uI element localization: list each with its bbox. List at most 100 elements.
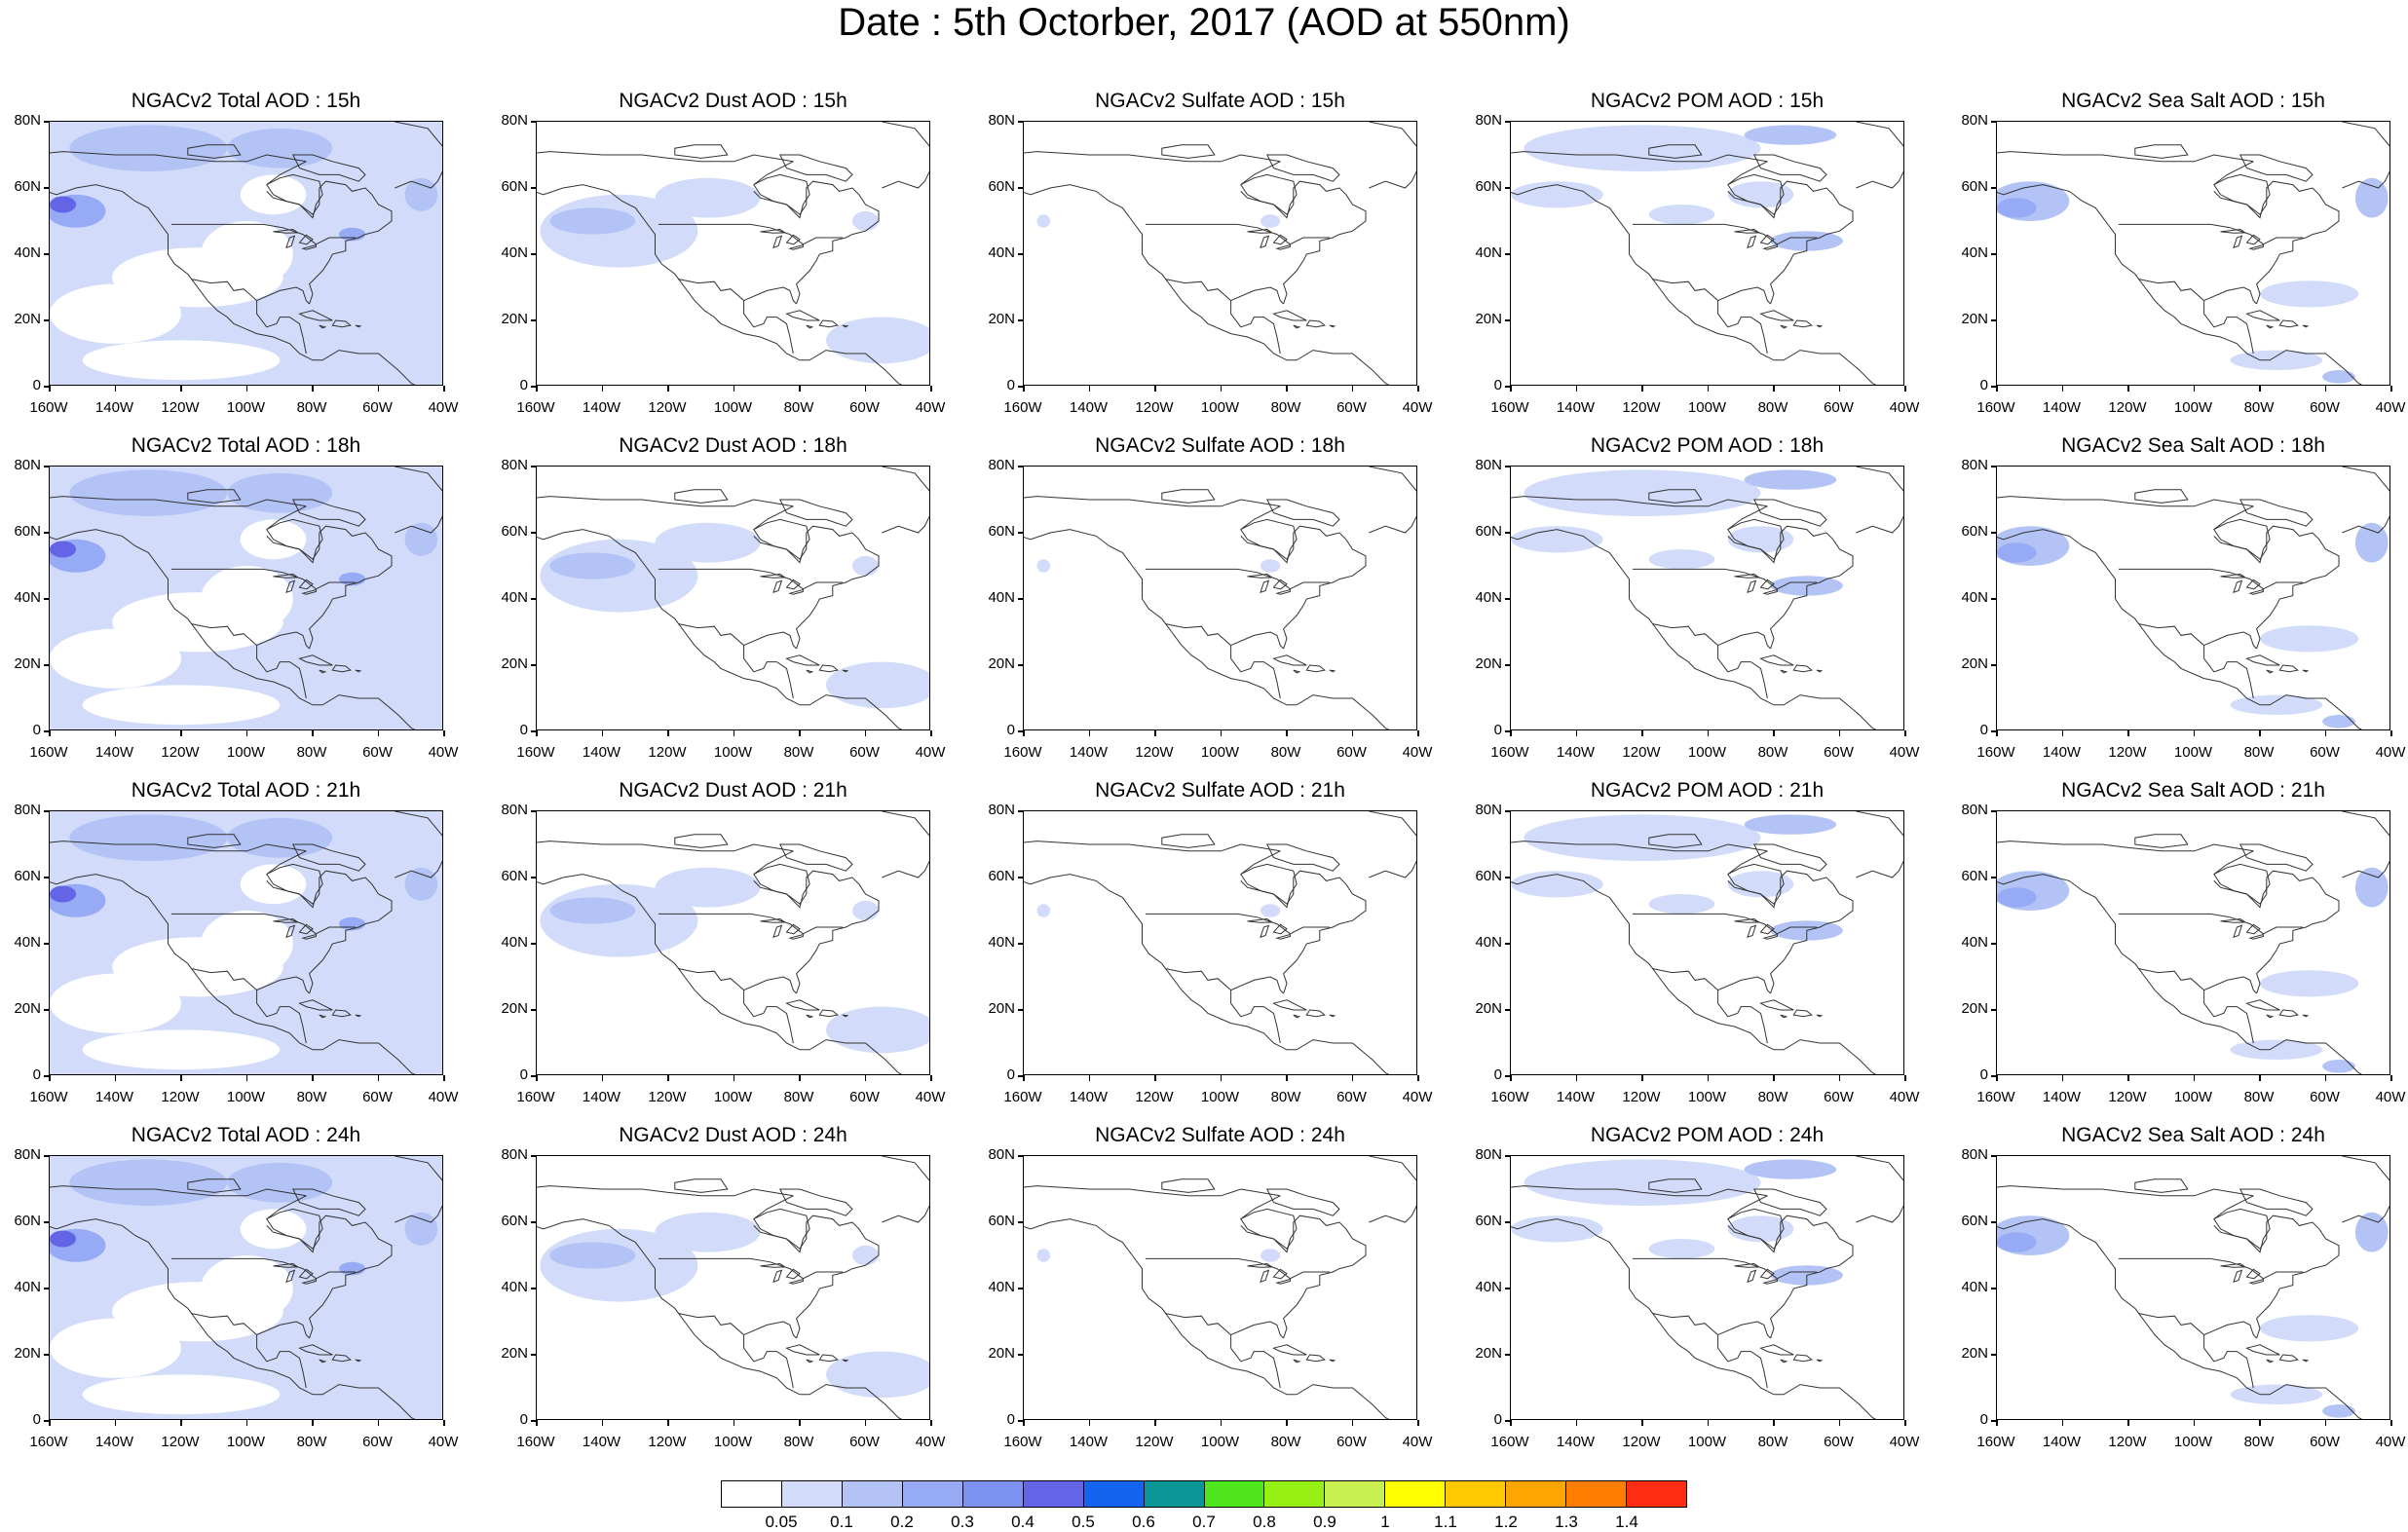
- x-tick-mark: [1838, 730, 1840, 736]
- x-tick-label: 140W: [582, 744, 621, 761]
- colorbar-label: 0.5: [1072, 1513, 1095, 1531]
- country-border: [191, 279, 257, 301]
- x-tick-label: 120W: [648, 744, 687, 761]
- coastline: [2213, 505, 2340, 650]
- y-tick-label: 80N: [1475, 802, 1502, 818]
- page-title: Date : 5th Octorber, 2017 (AOD at 550nm): [838, 1, 1570, 44]
- aod-map: [1997, 122, 2389, 385]
- coastline: [395, 122, 442, 189]
- x-tick-mark: [443, 1075, 445, 1081]
- y-tick-label: 60N: [501, 1213, 528, 1229]
- y-tick-mark: [1505, 810, 1510, 812]
- coastline: [1230, 645, 1281, 699]
- country-border: [658, 1257, 843, 1280]
- x-tick-mark: [180, 386, 182, 392]
- x-tick-mark: [245, 1075, 247, 1081]
- y-tick-mark: [1505, 187, 1510, 189]
- x-tick-mark: [443, 730, 445, 736]
- aod-plume: [2354, 1212, 2389, 1252]
- y-tick-label: 40N: [14, 244, 41, 261]
- x-tick-label: 120W: [1135, 1089, 1174, 1105]
- island: [1272, 654, 1307, 666]
- aod-map: [537, 122, 929, 385]
- y-tick-mark: [1991, 386, 1996, 388]
- coastline: [753, 1195, 880, 1339]
- island: [2278, 1354, 2299, 1363]
- coastline: [743, 286, 797, 305]
- panel-title: NGACv2 Sulfate AOD : 24h: [1095, 1124, 1345, 1146]
- country-border: [658, 568, 843, 590]
- lake: [2248, 243, 2264, 250]
- panel-title: NGACv2 POM AOD : 24h: [1590, 1124, 1825, 1146]
- coastline: [1856, 1156, 1903, 1223]
- aod-clear-area: [50, 973, 181, 1033]
- country-border: [1165, 968, 1231, 990]
- x-tick-mark: [1838, 1075, 1840, 1081]
- x-tick-mark: [1904, 1420, 1906, 1426]
- colorbar-swatch: [1264, 1481, 1326, 1507]
- y-tick-label: 0: [1493, 722, 1502, 738]
- y-tick-mark: [531, 598, 536, 600]
- lake: [301, 1278, 317, 1285]
- island: [2278, 664, 2299, 673]
- aod-plume: [1524, 814, 1761, 861]
- y-tick-label: 40N: [501, 1279, 528, 1295]
- coastline: [1265, 499, 1340, 527]
- colorbar: [721, 1480, 1687, 1508]
- lake: [1747, 235, 1757, 248]
- aod-plume: [2322, 370, 2355, 384]
- coastline: [395, 467, 442, 534]
- panel-title: NGACv2 Sea Salt AOD : 18h: [2061, 434, 2325, 457]
- lake: [1762, 1278, 1778, 1285]
- aod-plume: [1511, 526, 1603, 553]
- y-tick-mark: [1018, 1075, 1023, 1077]
- x-tick-mark: [667, 386, 669, 392]
- island: [319, 1014, 327, 1019]
- y-tick-mark: [1505, 1288, 1510, 1289]
- coastline: [1511, 841, 1768, 852]
- x-tick-label: 160W: [1490, 744, 1529, 761]
- x-tick-label: 120W: [2108, 744, 2147, 761]
- y-tick-mark: [531, 1288, 536, 1289]
- x-tick-mark: [2390, 1075, 2392, 1081]
- x-tick-mark: [733, 1075, 734, 1081]
- x-tick-mark: [930, 386, 932, 392]
- map-panel-pom: [1510, 466, 1904, 730]
- coastline: [778, 1188, 853, 1216]
- island: [1780, 1014, 1788, 1019]
- aod-plume: [549, 897, 636, 924]
- y-tick-label: 40N: [14, 934, 41, 951]
- aod-plume: [655, 177, 761, 218]
- coastline: [2203, 286, 2257, 305]
- x-tick-mark: [799, 1420, 801, 1426]
- x-tick-label: 80W: [296, 1089, 327, 1105]
- coastline: [1997, 841, 2254, 852]
- x-tick-mark: [377, 1420, 379, 1426]
- coastline: [50, 1185, 307, 1197]
- x-tick-label: 100W: [1200, 744, 1240, 761]
- coastline: [2342, 467, 2389, 534]
- lake: [301, 243, 317, 250]
- aod-plume: [2354, 522, 2389, 563]
- coastline: [2134, 144, 2189, 159]
- country-border: [1652, 1313, 1718, 1335]
- country-border: [1165, 279, 1231, 301]
- country-border: [2138, 968, 2204, 990]
- island: [1305, 1354, 1326, 1363]
- coastline: [50, 1215, 416, 1419]
- y-tick-label: 20N: [501, 311, 528, 327]
- aod-plume: [404, 522, 438, 556]
- island: [1816, 1014, 1824, 1018]
- lake: [2233, 924, 2243, 938]
- panel-title: NGACv2 Sea Salt AOD : 24h: [2061, 1124, 2325, 1146]
- coastline: [753, 850, 880, 994]
- x-tick-mark: [2061, 386, 2063, 392]
- island: [818, 664, 839, 673]
- y-tick-label: 20N: [1961, 655, 1988, 672]
- lake: [1260, 235, 1270, 248]
- y-tick-mark: [1991, 1075, 1996, 1077]
- x-tick-label: 80W: [783, 399, 814, 416]
- island: [2266, 1359, 2275, 1364]
- coastline: [1240, 1208, 1298, 1253]
